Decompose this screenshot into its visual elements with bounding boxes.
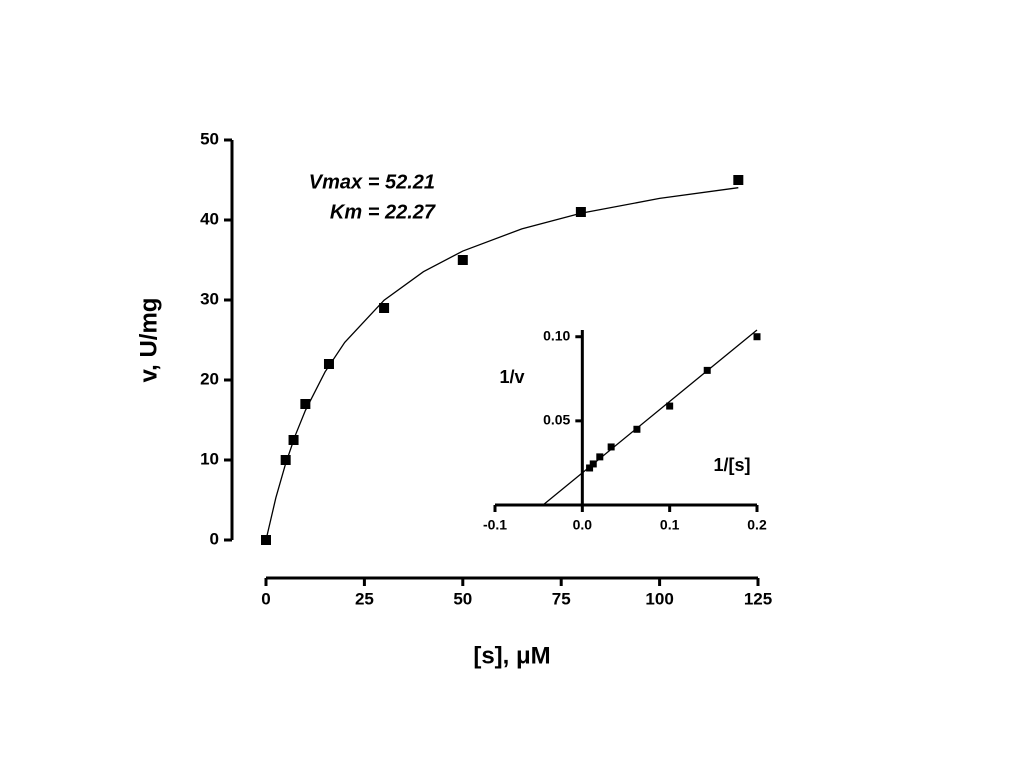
data-point — [596, 453, 604, 461]
x-tick-label: 75 — [552, 589, 571, 608]
data-point — [633, 425, 641, 433]
y-tick-label: 50 — [200, 129, 219, 148]
data-point — [457, 255, 468, 265]
y-tick-label: 10 — [200, 449, 219, 468]
y-tick-label: 30 — [200, 289, 219, 308]
x-tick-label: 0.2 — [747, 517, 767, 533]
y-axis-label: 1/v — [499, 367, 524, 387]
x-tick-label: 50 — [453, 589, 472, 608]
data-point — [280, 455, 291, 465]
data-point — [607, 443, 615, 451]
y-tick-label: 20 — [200, 369, 219, 388]
y-tick-label: 0.05 — [543, 412, 570, 428]
x-tick-label: 125 — [744, 589, 772, 608]
data-point — [379, 303, 390, 313]
data-point — [300, 399, 311, 409]
x-tick-label: -0.1 — [483, 517, 507, 533]
y-tick-label: 0.10 — [543, 327, 570, 343]
data-point — [586, 464, 594, 472]
y-axis-label: v, U/mg — [135, 298, 162, 383]
x-axis-label: [s], μM — [473, 642, 550, 669]
x-tick-label: 100 — [645, 589, 673, 608]
x-tick-label: 0.0 — [573, 517, 593, 533]
annotation: Km = 22.27 — [330, 201, 436, 223]
x-tick-label: 0.1 — [660, 517, 680, 533]
x-tick-label: 25 — [355, 589, 374, 608]
data-point — [323, 359, 334, 369]
annotation: Vmax = 52.21 — [309, 171, 435, 193]
data-point — [575, 207, 586, 217]
x-tick-label: 0 — [261, 589, 270, 608]
y-tick-label: 0 — [210, 529, 219, 548]
x-axis-label: 1/[s] — [713, 455, 750, 475]
y-tick-label: 40 — [200, 209, 219, 228]
fit-line — [265, 187, 739, 541]
data-point — [666, 402, 674, 410]
data-point — [733, 175, 744, 185]
data-point — [753, 333, 761, 341]
fit-line — [542, 329, 758, 506]
